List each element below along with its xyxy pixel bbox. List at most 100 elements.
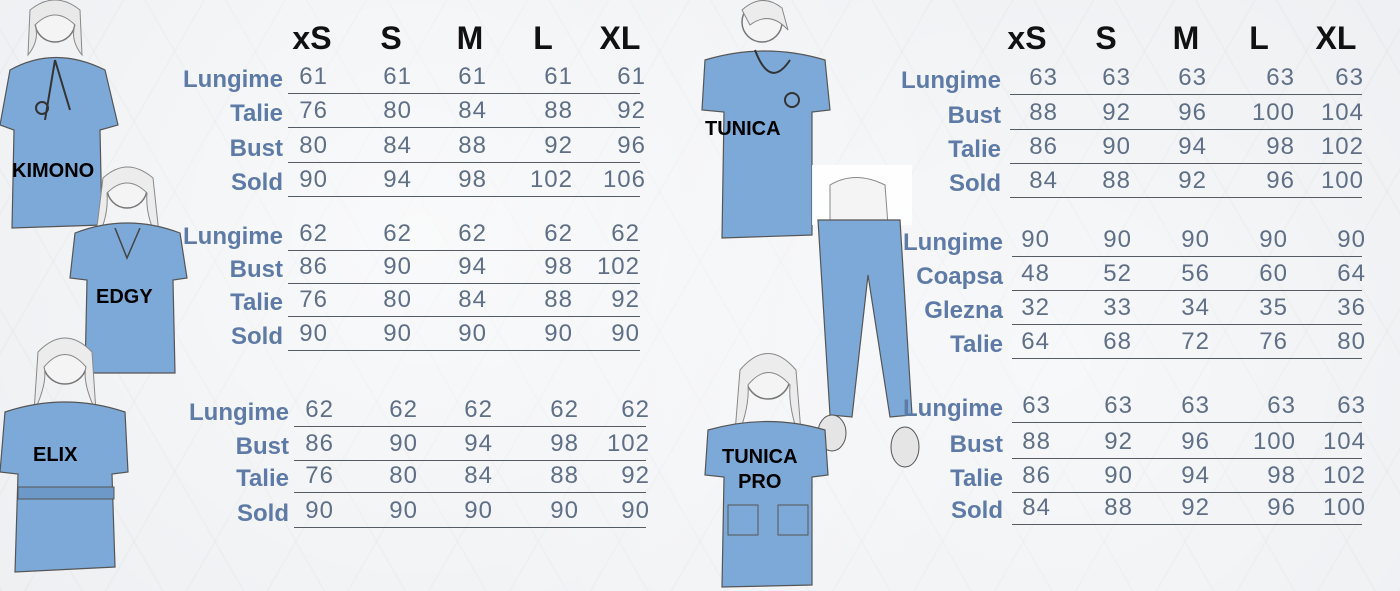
size-value-cell: 34 — [1181, 294, 1210, 321]
row-divider — [294, 492, 646, 493]
size-value-cell: 90 — [1181, 226, 1210, 253]
size-value-cell: 76 — [299, 97, 328, 124]
row-divider — [288, 127, 640, 128]
row-divider — [1012, 324, 1362, 325]
size-value-cell: 76 — [1259, 328, 1288, 355]
size-value-cell: 100 — [1320, 167, 1364, 194]
size-value-cell: 80 — [389, 462, 418, 489]
size-value-cell: 102 — [1322, 462, 1366, 489]
size-value-cell: 84 — [383, 132, 412, 159]
size-value-cell: 33 — [1103, 294, 1132, 321]
row-divider — [288, 196, 640, 197]
row-label-sold: Sold — [951, 497, 1003, 524]
row-divider — [1012, 256, 1362, 257]
row-label-talie: Talie — [948, 136, 1001, 163]
size-value-cell: 88 — [1022, 428, 1051, 455]
size-value-cell: 62 — [464, 396, 493, 423]
size-value-cell: 96 — [617, 132, 646, 159]
row-label-sold: Sold — [231, 169, 283, 196]
row-label-sold: Sold — [949, 170, 1001, 197]
size-value-cell: 102 — [606, 430, 650, 457]
pants-figure — [800, 165, 925, 480]
size-value-cell: 80 — [383, 97, 412, 124]
row-label-lungime: Lungime — [183, 66, 283, 93]
size-value-cell: 62 — [611, 220, 640, 247]
size-value-cell: 94 — [458, 253, 487, 280]
size-value-cell: 86 — [1022, 462, 1051, 489]
size-value-cell: 84 — [1022, 494, 1051, 521]
size-value-cell: 90 — [1103, 226, 1132, 253]
size-value-cell: 90 — [1259, 226, 1288, 253]
row-label-bust: Bust — [229, 256, 283, 283]
size-value-cell: 62 — [550, 396, 579, 423]
size-value-cell: 98 — [1267, 462, 1296, 489]
size-value-cell: 92 — [1102, 99, 1131, 126]
size-value-cell: 100 — [1251, 99, 1295, 126]
size-header-xs: xS — [292, 20, 332, 56]
row-divider — [294, 426, 646, 427]
size-value-cell: 92 — [1181, 494, 1210, 521]
size-value-cell: 88 — [544, 286, 573, 313]
tunica-pro-figure — [700, 335, 830, 591]
size-header-s: S — [380, 20, 402, 56]
size-value-cell: 86 — [305, 430, 334, 457]
size-value-cell: 61 — [383, 63, 412, 90]
size-value-cell: 88 — [1029, 99, 1058, 126]
elix-tag: ELIX — [33, 444, 78, 466]
row-label-talie: Talie — [236, 465, 289, 492]
row-divider — [288, 93, 640, 94]
size-value-cell: 63 — [1102, 64, 1131, 91]
size-value-cell: 86 — [299, 253, 328, 280]
row-divider — [288, 350, 640, 351]
size-value-cell: 72 — [1181, 328, 1210, 355]
size-value-cell: 62 — [383, 220, 412, 247]
tunica-pro-tag-line1: TUNICA — [722, 446, 798, 468]
size-value-cell: 90 — [383, 320, 412, 347]
row-label-coapsa: Coapsa — [916, 263, 1003, 290]
row-divider — [1010, 163, 1362, 164]
size-value-cell: 90 — [550, 497, 579, 524]
row-label-talie: Talie — [950, 331, 1003, 358]
size-value-cell: 90 — [389, 497, 418, 524]
size-value-cell: 63 — [1104, 392, 1133, 419]
size-value-cell: 90 — [383, 253, 412, 280]
row-divider — [288, 283, 640, 284]
size-value-cell: 35 — [1259, 294, 1288, 321]
row-label-bust: Bust — [947, 102, 1001, 129]
size-value-cell: 61 — [299, 63, 328, 90]
size-value-cell: 90 — [299, 320, 328, 347]
size-value-cell: 94 — [464, 430, 493, 457]
size-value-cell: 62 — [458, 220, 487, 247]
row-label-lungime: Lungime — [189, 399, 289, 426]
size-value-cell: 48 — [1021, 260, 1050, 287]
row-divider — [1012, 290, 1362, 291]
row-divider — [288, 162, 640, 163]
row-label-glezna: Glezna — [924, 297, 1003, 324]
edgy-tag: EDGY — [96, 286, 153, 308]
row-divider — [294, 527, 646, 528]
size-header-s: S — [1095, 20, 1117, 56]
tunica-figure — [700, 0, 840, 245]
size-value-cell: 52 — [1103, 260, 1132, 287]
row-divider — [1010, 129, 1362, 130]
size-value-cell: 102 — [596, 253, 640, 280]
size-value-cell: 63 — [1337, 392, 1366, 419]
tunica-pro-tag: TUNICA PRO — [722, 445, 798, 495]
tunica-tag: TUNICA — [705, 118, 781, 140]
size-value-cell: 90 — [464, 497, 493, 524]
size-header-xl: XL — [1315, 20, 1357, 56]
size-value-cell: 32 — [1021, 294, 1050, 321]
size-value-cell: 63 — [1335, 64, 1364, 91]
size-value-cell: 96 — [1181, 428, 1210, 455]
size-value-cell: 96 — [1267, 494, 1296, 521]
elix-figure — [0, 322, 130, 591]
size-value-cell: 90 — [1104, 462, 1133, 489]
size-value-cell: 94 — [383, 166, 412, 193]
size-value-cell: 88 — [550, 462, 579, 489]
tunica-pro-tag-line2: PRO — [738, 471, 782, 493]
size-value-cell: 63 — [1022, 392, 1051, 419]
row-label-bust: Bust — [229, 135, 283, 162]
size-value-cell: 56 — [1181, 260, 1210, 287]
row-divider — [1012, 422, 1362, 423]
